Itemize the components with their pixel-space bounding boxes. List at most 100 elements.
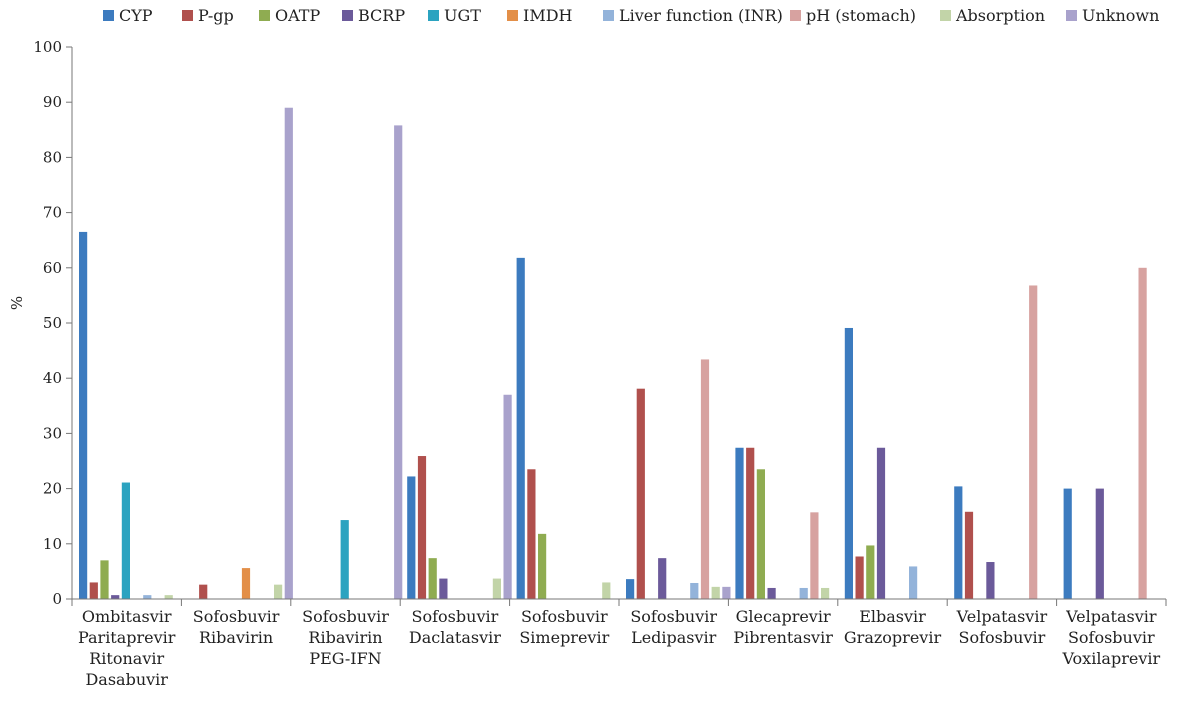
y-tick-label: 20 [43,480,62,498]
category-label-line: Paritaprevir [78,628,176,647]
bar [799,587,808,599]
bar [636,388,645,599]
bar [143,595,152,599]
bars [79,107,1147,600]
category-label-line: Ledipasvir [631,628,717,647]
bar [756,469,765,599]
category-label-line: Sofosbuvir [630,607,717,626]
bar [690,582,699,599]
category-label-line: Glecaprevir [736,607,831,626]
category-label-line: Sofosbuvir [1068,628,1155,647]
bar [810,512,819,599]
bar [527,469,536,599]
category-label-line: Grazoprevir [844,628,942,647]
y-axis: 0 10 20 30 40 50 60 70 80 90 100 [33,38,73,608]
bar [79,231,88,600]
bar [89,582,98,599]
category-label: Elbasvir Grazoprevir [844,607,942,647]
legend-swatch [940,10,951,21]
bar [100,560,109,599]
y-tick-label: 60 [43,259,62,277]
bar [876,447,886,599]
category-label: Sofosbuvir Ribavirin [193,607,280,647]
bar [1029,285,1038,599]
bar [722,586,731,599]
legend-swatch [1066,10,1077,21]
bar [986,562,995,599]
category-label-line: Ribavirin [199,628,273,647]
y-tick-label: 80 [43,148,62,166]
y-tick-label: 30 [43,424,62,442]
legend-label: OATP [275,6,320,25]
legend-label: UGT [444,6,481,25]
category-label: Sofosbuvir Ribavirin PEG-IFN [302,607,389,668]
bar [746,447,755,599]
bar [821,587,830,599]
bar [503,394,512,599]
bar [844,327,853,599]
category-label-line: Sofosbuvir [193,607,280,626]
legend-swatch [342,10,353,21]
legend: CYP P-gp OATP BCRP UGT IMDH Liver function (IN… [103,6,1159,25]
category-label-line: Ribavirin [308,628,382,647]
bar [700,359,710,599]
y-tick-label: 40 [43,369,62,387]
category-label-line: Sofosbuvir [521,607,608,626]
legend-swatch [603,10,614,21]
category-label: Velpatasvir Sofosbuvir [956,607,1048,647]
y-tick-label: 0 [52,590,62,608]
bar [954,486,963,599]
legend-swatch [507,10,518,21]
bar [394,125,403,599]
y-tick-label: 10 [43,535,62,553]
category-label: Sofosbuvir Ledipasvir [630,607,717,647]
bar [407,476,416,599]
category-label-line: Sofosbuvir [412,607,499,626]
category-label-line: Ritonavir [89,649,164,668]
bar [284,107,293,599]
x-axis: Ombitasvir Paritaprevir Ritonavir Dasabuvir… [71,598,1167,689]
legend-swatch [790,10,801,21]
legend-label: pH (stomach) [806,6,916,25]
category-label-line: Sofosbuvir [959,628,1046,647]
category-label-line: Ombitasvir [82,607,172,626]
category-label: Glecaprevir Pibrentasvir [733,607,833,647]
legend-swatch [259,10,270,21]
bar [492,578,501,599]
y-tick-label: 100 [33,38,62,56]
category-label-line: Sofosbuvir [302,607,389,626]
category-label: Sofosbuvir Simeprevir [519,607,609,647]
bar [538,533,547,599]
legend-label: Unknown [1082,6,1159,25]
bar [1138,267,1147,599]
y-axis-title: % [8,296,26,310]
legend-label: IMDH [523,6,573,25]
bar [439,578,448,599]
bar [1063,488,1072,599]
legend-label: BCRP [358,6,405,25]
legend-label: P-gp [198,6,234,25]
category-label-line: Elbasvir [859,607,926,626]
legend-label: Absorption [955,6,1045,25]
y-tick-label: 50 [43,314,62,332]
bar [340,520,349,599]
bar [199,584,208,599]
category-label: Velpatasvir Sofosbuvir Voxilaprevir [1061,607,1160,668]
legend-label: Liver function (INR) [619,6,783,25]
bar [658,558,667,599]
category-label-line: Pibrentasvir [733,628,833,647]
legend-swatch [428,10,439,21]
bar [866,545,875,599]
bar [241,568,251,599]
bar [964,511,974,599]
bar [417,456,427,599]
bar [909,566,918,599]
category-label-line: Velpatasvir [956,607,1048,626]
bar [121,482,130,599]
legend-swatch [182,10,193,21]
category-label-line: Velpatasvir [1065,607,1157,626]
bar [428,558,437,599]
bar [516,257,525,599]
y-tick-label: 70 [43,204,62,222]
category-label-line: PEG-IFN [309,649,381,668]
